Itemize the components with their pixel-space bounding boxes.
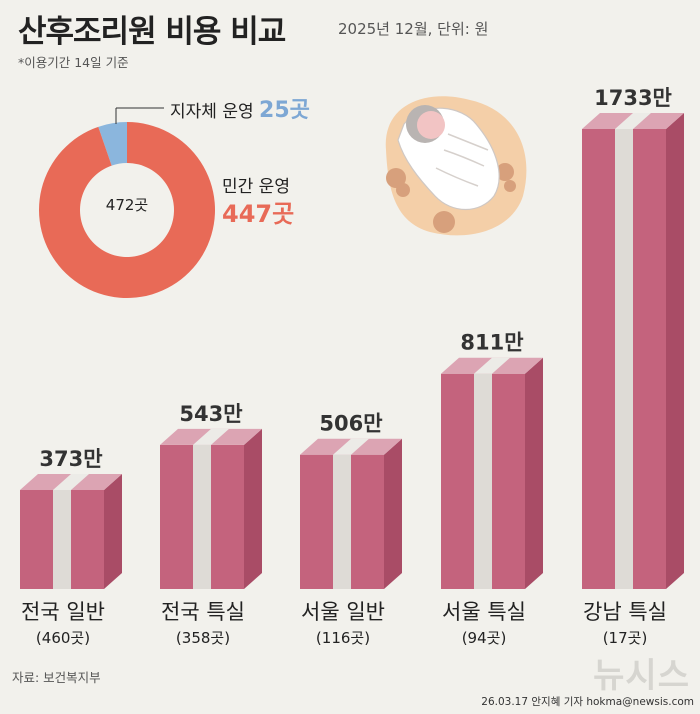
bar-side xyxy=(525,357,543,589)
bar-ribbon-top xyxy=(53,473,89,490)
bar-ribbon xyxy=(333,454,351,589)
bar-count-label: (116곳) xyxy=(316,629,370,647)
bar-ribbon-top xyxy=(193,428,229,445)
private-operation-name: 민간 운영 xyxy=(222,177,290,197)
public-operation-name: 지자체 운영 xyxy=(170,102,254,122)
bar-count-label: (358곳) xyxy=(176,629,230,647)
note-label: *이용기간 14일 기준 xyxy=(18,55,129,70)
public-operation-value: 25곳 xyxy=(259,98,310,123)
bar-value-label: 506만 xyxy=(319,412,382,436)
bar-ribbon xyxy=(53,489,71,589)
bar-side xyxy=(384,438,402,589)
bar-side xyxy=(666,113,684,589)
bar-value-label: 373만 xyxy=(39,447,102,471)
bar-ribbon xyxy=(193,444,211,589)
bar-category-label: 강남 특실 xyxy=(583,600,667,624)
bar-value-label: 811만 xyxy=(460,331,523,355)
bar-category-label: 전국 특실 xyxy=(161,600,245,624)
bar-side xyxy=(244,428,262,589)
newsis-logo: 뉴시스 xyxy=(593,656,690,696)
bar-ribbon-top xyxy=(615,113,651,129)
bar-category-label: 서울 일반 xyxy=(301,600,385,624)
donut-center-label: 472곳 xyxy=(105,196,149,214)
bar-category-label: 서울 특실 xyxy=(442,600,526,624)
date-unit-label: 2025년 12월, 단위: 원 xyxy=(338,20,489,38)
bar-value-label: 543만 xyxy=(179,402,242,426)
page-title: 산후조리원 비용 비교 xyxy=(18,14,286,50)
bar-value-label: 1733만 xyxy=(594,86,672,110)
bar-count-label: (94곳) xyxy=(462,629,507,647)
donut-segment-public xyxy=(98,122,127,166)
bar-count-label: (460곳) xyxy=(36,629,90,647)
donut-segment-private xyxy=(39,122,216,298)
public-operation-label: 지자체 운영 25곳 xyxy=(170,92,310,124)
bar-ribbon xyxy=(474,373,492,589)
bar-side xyxy=(104,473,122,589)
private-operation-value: 447곳 xyxy=(222,200,295,228)
credit-label: 26.03.17 안지혜 기자 hokma@newsis.com xyxy=(481,696,694,708)
bar-category-label: 전국 일반 xyxy=(21,600,105,624)
bar-ribbon-top xyxy=(333,438,369,455)
bar-ribbon-top xyxy=(474,357,510,374)
bar-count-label: (17곳) xyxy=(603,629,648,647)
source-label: 자료: 보건복지부 xyxy=(12,670,101,685)
bar-ribbon xyxy=(615,129,633,589)
